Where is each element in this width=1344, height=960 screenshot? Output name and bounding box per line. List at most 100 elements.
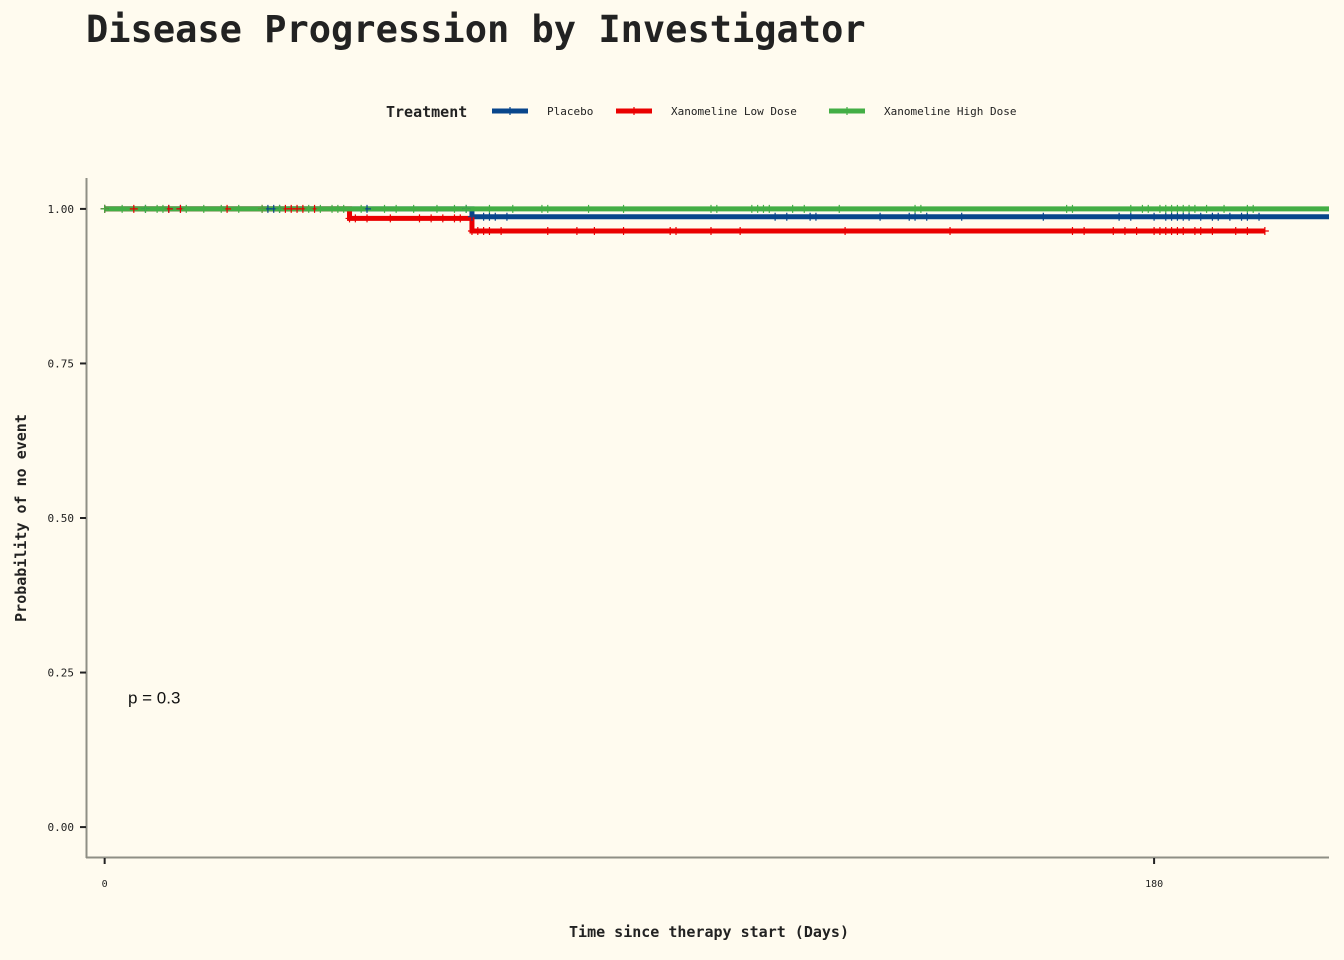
- censor-mark: [1243, 226, 1252, 235]
- censor-mark: [765, 204, 774, 213]
- censor-mark: [432, 204, 441, 213]
- censor-mark: [182, 204, 191, 213]
- y-tick-label: 0.00: [48, 821, 75, 834]
- censor-mark: [619, 226, 628, 235]
- censor-mark: [1068, 226, 1077, 235]
- p-value-annotation: p = 0.3: [128, 688, 180, 707]
- censor-mark: [1132, 226, 1141, 235]
- censor-mark: [1196, 226, 1205, 235]
- censor-mark: [841, 226, 850, 235]
- censor-mark: [275, 204, 284, 213]
- survival-curve-1: [104, 206, 1265, 234]
- censor-mark: [911, 212, 920, 221]
- censor-mark: [508, 204, 517, 213]
- censor-mark: [456, 214, 465, 223]
- chart-title: Disease Progression by Investigator: [86, 8, 866, 51]
- censor-mark: [1208, 226, 1217, 235]
- censor-mark: [427, 214, 436, 223]
- censor-mark: [1260, 226, 1269, 235]
- censor-mark: [462, 204, 471, 213]
- censor-mark: [1185, 212, 1194, 221]
- censor-mark: [258, 204, 267, 213]
- y-tick-label: 1.00: [48, 203, 75, 216]
- censor-mark: [800, 204, 809, 213]
- y-axis-ticks: 0.00 0.25 0.50 0.75 1.00: [48, 203, 86, 834]
- censor-mark: [672, 226, 681, 235]
- censor-mark: [363, 214, 372, 223]
- censor-mark: [304, 204, 313, 213]
- censor-mark: [922, 212, 931, 221]
- censor-mark: [467, 212, 476, 221]
- censor-mark: [1150, 212, 1159, 221]
- censor-mark: [450, 204, 459, 213]
- censor-mark: [386, 214, 395, 223]
- censor-mark: [438, 214, 447, 223]
- censor-mark: [811, 212, 820, 221]
- censor-mark: [876, 212, 885, 221]
- censor-mark: [1179, 226, 1188, 235]
- censor-mark: [1243, 212, 1252, 221]
- censor-mark: [485, 226, 494, 235]
- censor-mark: [158, 204, 167, 213]
- censor-mark: [1196, 212, 1205, 221]
- censor-mark: [100, 204, 109, 213]
- censor-mark: [217, 204, 226, 213]
- y-tick-label: 0.75: [48, 357, 75, 370]
- censor-mark: [392, 204, 401, 213]
- censor-mark: [502, 212, 511, 221]
- censor-mark: [485, 204, 494, 213]
- censor-mark: [1109, 226, 1118, 235]
- censor-mark: [543, 226, 552, 235]
- legend-label-2: Xanomeline High Dose: [884, 105, 1016, 118]
- censor-mark: [916, 204, 925, 213]
- censor-mark: [712, 204, 721, 213]
- y-tick-label: 0.25: [48, 667, 75, 680]
- censor-mark: [415, 214, 424, 223]
- censor-mark: [141, 204, 150, 213]
- censor-mark: [619, 204, 628, 213]
- censor-mark: [771, 212, 780, 221]
- censor-mark: [572, 226, 581, 235]
- y-tick-label: 0.50: [48, 512, 75, 525]
- x-tick-label: 0: [102, 879, 108, 890]
- censor-mark: [1068, 204, 1077, 213]
- censor-mark: [1144, 204, 1153, 213]
- censor-mark: [788, 204, 797, 213]
- censor-mark: [1225, 212, 1234, 221]
- censor-mark: [835, 204, 844, 213]
- legend-title: Treatment: [386, 103, 467, 121]
- censor-mark: [584, 204, 593, 213]
- legend-key-censor-0: [506, 107, 514, 115]
- censor-mark: [339, 204, 348, 213]
- censor-mark: [357, 204, 366, 213]
- censor-mark: [1080, 226, 1089, 235]
- y-axis-title: Probability of no event: [12, 414, 30, 622]
- censor-mark: [1126, 212, 1135, 221]
- legend-label-1: Xanomeline Low Dose: [671, 105, 797, 118]
- legend-label-0: Placebo: [547, 105, 593, 118]
- censor-mark: [118, 204, 127, 213]
- censor-mark: [497, 226, 506, 235]
- censor-mark: [543, 204, 552, 213]
- censor-mark: [1190, 204, 1199, 213]
- censor-mark: [1255, 212, 1264, 221]
- plot-area: 0.00 0.25 0.50 0.75 1.00 0 180 p = 0.3: [48, 178, 1329, 890]
- censor-mark: [1214, 212, 1223, 221]
- censor-mark: [351, 214, 360, 223]
- x-axis-ticks: 0 180: [102, 858, 1163, 890]
- censor-mark: [1120, 226, 1129, 235]
- censor-mark: [1249, 204, 1258, 213]
- censor-mark: [706, 226, 715, 235]
- legend-key-censor-1: [630, 107, 638, 115]
- censor-mark: [590, 226, 599, 235]
- legend: Treatment Placebo Xanomeline Low Dose Xano…: [386, 103, 1016, 121]
- censor-mark: [409, 204, 418, 213]
- censor-mark: [316, 204, 325, 213]
- censor-mark: [736, 226, 745, 235]
- x-tick-label: 180: [1145, 879, 1163, 890]
- censor-mark: [380, 204, 389, 213]
- legend-key-censor-2: [843, 107, 851, 115]
- censor-mark: [1231, 226, 1240, 235]
- censor-mark: [957, 212, 966, 221]
